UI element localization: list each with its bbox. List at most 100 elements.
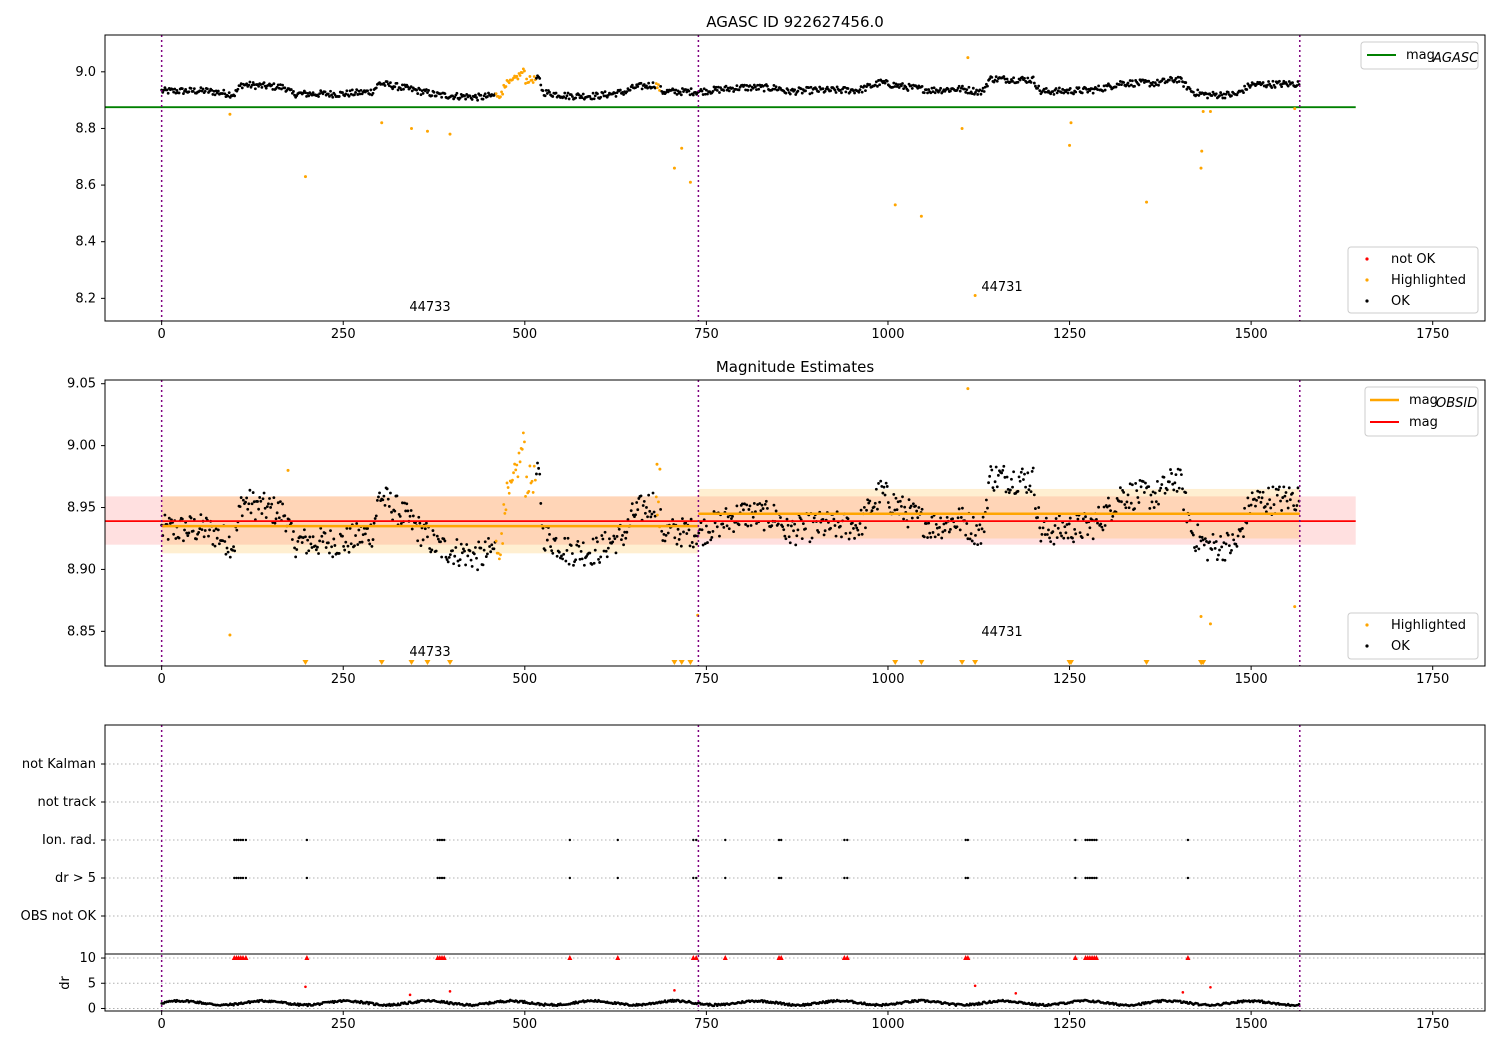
flag-point <box>1074 838 1077 842</box>
ok-point <box>812 516 816 520</box>
ok-point <box>591 91 595 95</box>
ok-point <box>684 521 688 525</box>
ok-point <box>1024 485 1028 489</box>
ok-point <box>324 546 328 549</box>
ok-point <box>1062 91 1066 95</box>
ok-point <box>302 528 306 532</box>
obsid-annotation-44731: 44731 <box>981 280 1022 295</box>
ok-point <box>458 558 462 562</box>
flag-point <box>692 838 695 842</box>
ok-point <box>198 527 202 530</box>
ok-point <box>310 546 314 549</box>
ok-point <box>993 480 997 484</box>
dr-clipped-marker <box>1093 955 1099 961</box>
ok-point <box>1056 89 1060 93</box>
legend-ok-b: OK <box>1391 639 1410 654</box>
ok-point <box>1007 491 1011 495</box>
ok-point <box>535 76 538 80</box>
ok-point <box>1139 485 1143 489</box>
ok-point <box>368 92 372 96</box>
ok-point <box>629 509 633 513</box>
ok-point <box>825 85 829 89</box>
ok-point <box>1215 558 1219 561</box>
ok-point <box>277 516 281 520</box>
flag-point <box>235 876 238 880</box>
ok-point <box>877 482 880 485</box>
ok-point <box>690 541 694 544</box>
ok-point <box>746 524 750 528</box>
ok-point <box>868 83 872 86</box>
highlighted-point <box>512 471 515 475</box>
ok-point <box>730 517 733 521</box>
highlighted-point <box>966 387 970 391</box>
ok-point <box>1103 88 1107 92</box>
ok-point <box>971 515 975 519</box>
ok-point <box>440 95 444 99</box>
highlighted-point <box>500 532 503 535</box>
ok-point <box>300 541 304 544</box>
ok-point <box>349 92 353 96</box>
ok-point <box>1222 92 1226 96</box>
below-range-marker <box>1200 660 1207 665</box>
legend-mag: mag <box>1409 415 1438 430</box>
ok-point <box>719 86 722 90</box>
ok-point <box>1001 469 1005 472</box>
highlighted-point <box>655 513 659 517</box>
ok-point <box>1120 500 1123 504</box>
ok-point <box>1223 558 1227 562</box>
ok-point <box>191 89 195 93</box>
ok-point <box>417 515 421 519</box>
ok-point <box>651 81 655 85</box>
flag-point <box>1095 838 1098 842</box>
flag-row-label: not track <box>37 795 96 810</box>
ok-point <box>957 507 961 511</box>
below-range-marker <box>687 660 694 665</box>
ok-point <box>1260 496 1264 500</box>
ok-point <box>628 88 632 92</box>
ok-point <box>965 88 969 92</box>
highlighted-point <box>654 495 658 499</box>
ok-point <box>1273 85 1277 89</box>
obsid-annotation-44733: 44733 <box>409 300 450 315</box>
ok-point <box>756 83 759 87</box>
ok-point <box>1042 87 1046 91</box>
ok-point <box>975 524 978 527</box>
ok-point <box>323 531 327 535</box>
legend-ok: OK <box>1391 294 1410 309</box>
ok-point <box>168 522 172 525</box>
ok-point <box>269 506 272 509</box>
x-tick-label: 750 <box>694 1017 719 1032</box>
below-range-marker <box>678 660 685 665</box>
ok-point <box>1051 530 1055 534</box>
ok-point <box>313 544 317 548</box>
ok-point <box>929 535 933 539</box>
ok-point <box>1173 481 1177 485</box>
ok-point <box>235 528 239 532</box>
ok-point <box>208 528 211 532</box>
ok-point <box>1138 479 1142 482</box>
ok-point <box>483 92 487 96</box>
ok-point <box>721 522 725 526</box>
ok-point <box>1018 78 1022 82</box>
ok-point <box>418 521 422 525</box>
ok-point <box>614 94 618 98</box>
ok-point <box>249 85 253 89</box>
flag-point <box>846 876 849 880</box>
ok-point <box>873 501 877 505</box>
ok-point <box>537 466 541 470</box>
ok-point <box>421 91 425 95</box>
ok-point <box>781 525 785 529</box>
ok-point <box>276 501 280 505</box>
ok-point <box>1259 500 1263 504</box>
ok-point <box>1111 514 1115 518</box>
ok-point <box>909 504 913 508</box>
dr-tick-label: 5 <box>88 976 96 991</box>
ok-point <box>969 532 973 536</box>
ok-point <box>1128 79 1132 82</box>
ok-point <box>1283 494 1287 498</box>
ok-point <box>1278 485 1281 489</box>
ok-point <box>1257 495 1261 499</box>
ok-point <box>1197 94 1201 97</box>
ok-point <box>1234 542 1238 546</box>
